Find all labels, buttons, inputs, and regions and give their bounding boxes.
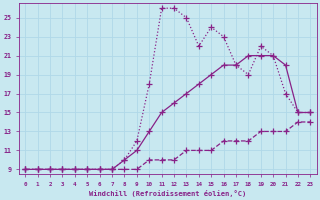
X-axis label: Windchill (Refroidissement éolien,°C): Windchill (Refroidissement éolien,°C) [89, 190, 246, 197]
